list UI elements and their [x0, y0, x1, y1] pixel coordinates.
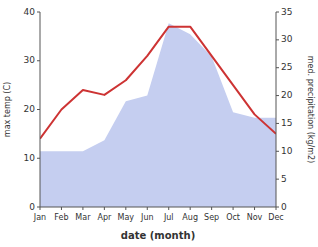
x-tick	[125, 207, 126, 210]
x-tick	[254, 207, 255, 210]
y2-tick-label: 15	[281, 118, 292, 128]
x-tick	[211, 207, 212, 210]
x-tick	[40, 207, 41, 210]
x-tick	[276, 207, 277, 210]
y-tick-label: 40	[24, 7, 36, 17]
temp-line	[40, 27, 276, 139]
x-tick-label: May	[118, 213, 135, 222]
y-tick-label: 10	[24, 153, 36, 163]
x-tick-label: Nov	[247, 213, 263, 222]
y-tick	[37, 109, 40, 110]
x-tick-label: Oct	[226, 213, 240, 222]
y2-tick-label: 10	[281, 146, 293, 156]
y2-tick	[276, 12, 279, 13]
plot-area	[40, 23, 276, 207]
chart-container: 0 10 20 30 40 0 5 10 15 20 25 30 35 Jan Feb Mar Apr May Ju…	[0, 0, 318, 247]
y2-axis-line	[276, 12, 277, 207]
y2-tick	[276, 179, 279, 180]
y-tick	[37, 158, 40, 159]
precip-area	[40, 23, 276, 207]
x-tick	[190, 207, 191, 210]
y2-tick	[276, 123, 279, 124]
x-tick	[104, 207, 105, 210]
x-tick-label: Jan	[33, 213, 46, 222]
x-tick-label: Feb	[54, 213, 68, 222]
x-tick	[61, 207, 62, 210]
y-tick-label: 0	[29, 202, 35, 212]
x-tick	[168, 207, 169, 210]
y-tick-label: 30	[24, 55, 36, 65]
y2-tick	[276, 67, 279, 68]
y-tick-label: 20	[24, 104, 36, 114]
x-tick-label: Mar	[75, 213, 91, 222]
x-tick-label: Jun	[140, 213, 154, 222]
y2-tick-label: 25	[281, 62, 292, 72]
y2-tick-label: 30	[281, 34, 293, 44]
x-axis-line	[40, 207, 276, 208]
y2-tick-label: 35	[281, 7, 292, 17]
x-tick	[147, 207, 148, 210]
x-tick-label: Jul	[163, 213, 174, 222]
x-tick-label: Dec	[268, 213, 283, 222]
x-axis-label: date (month)	[121, 230, 195, 241]
y-tick	[37, 12, 40, 13]
y2-tick	[276, 151, 279, 152]
y2-tick-label: 5	[281, 174, 287, 184]
y2-tick	[276, 95, 279, 96]
y-axis-label: max temp (C)	[3, 82, 12, 137]
x-tick	[82, 207, 83, 210]
y2-tick-label: 20	[281, 90, 293, 100]
chart: 0 10 20 30 40 0 5 10 15 20 25 30 35 Jan Feb Mar Apr May Ju…	[0, 0, 318, 247]
x-tick-label: Sep	[204, 213, 219, 222]
x-tick-label: Aug	[182, 213, 198, 222]
y2-axis-label: med. precipitation (kg/m2)	[306, 56, 315, 163]
x-tick	[233, 207, 234, 210]
x-tick-label: Apr	[97, 213, 112, 222]
y2-tick	[276, 39, 279, 40]
y-tick	[37, 60, 40, 61]
y2-tick-label: 0	[281, 202, 287, 212]
